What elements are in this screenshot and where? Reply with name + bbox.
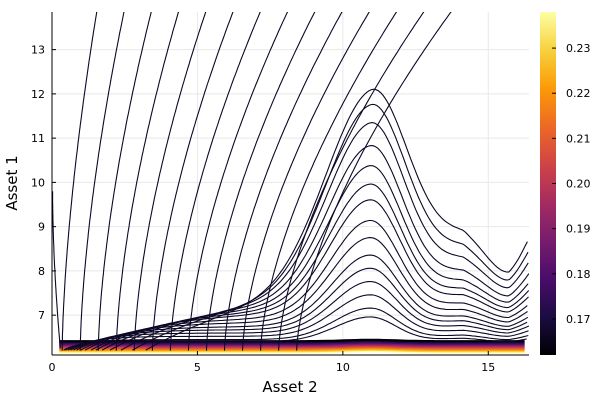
y-tick-label: 8: [38, 265, 45, 278]
band-contour: [59, 349, 525, 354]
contour-line: [260, 12, 398, 351]
y-tick-label: 12: [31, 88, 45, 101]
x-axis-title: Asset 2: [262, 378, 317, 396]
contour-line: [120, 122, 529, 351]
contour-line: [80, 237, 528, 351]
axis-ticks: 0 5 10 15 7 8 9 10 11 12 13: [31, 44, 495, 374]
x-tick-label: 15: [481, 361, 495, 374]
plot-frame: [51, 12, 529, 356]
contour-line: [187, 12, 289, 351]
x-tick-label: 10: [336, 361, 350, 374]
colorbar: 0.17 0.18 0.19 0.20 0.21 0.22 0.23: [540, 12, 591, 355]
contour-lines: [52, 12, 529, 351]
band-contour: [59, 341, 525, 345]
contour-line: [52, 191, 61, 349]
contour-line: [115, 12, 180, 351]
y-tick-label: 7: [38, 309, 45, 322]
x-tick-label: 0: [49, 361, 56, 374]
contour-line: [223, 12, 343, 351]
y-tick-label: 9: [38, 221, 45, 234]
y-axis-title: Asset 1: [3, 155, 21, 210]
contour-line: [278, 12, 425, 351]
contour-line: [133, 12, 207, 351]
contour-line: [63, 316, 527, 351]
contour-line: [241, 12, 370, 351]
contour-line: [151, 12, 234, 351]
colorbar-tick-label: 0.19: [566, 223, 591, 236]
contour-line: [61, 12, 98, 351]
colorbar-tick-label: 0.21: [566, 132, 591, 145]
contour-line: [79, 12, 125, 351]
colorbar-tick-label: 0.22: [566, 87, 591, 100]
contour-line: [64, 307, 529, 351]
contour-line: [101, 165, 529, 351]
contour-line: [109, 145, 529, 351]
band-contour: [59, 346, 525, 350]
colorbar-rect: [540, 12, 556, 355]
colorbar-tick-label: 0.17: [566, 313, 591, 326]
colorbar-tick-label: 0.23: [566, 42, 591, 55]
y-tick-label: 13: [31, 44, 45, 57]
grid-layer: [51, 12, 529, 355]
colorbar-tick-label: 0.18: [566, 268, 591, 281]
contour-line: [97, 12, 152, 351]
x-tick-label: 5: [194, 361, 201, 374]
band-contour: [59, 348, 525, 353]
colorbar-tick-label: 0.20: [566, 178, 591, 191]
band-contour: [59, 347, 525, 351]
y-tick-label: 10: [31, 176, 45, 189]
contour-line: [169, 12, 261, 351]
contour-line: [296, 12, 452, 351]
contour-line: [205, 12, 316, 351]
band-contour: [59, 342, 525, 346]
band-contour: [59, 343, 525, 348]
y-tick-label: 11: [31, 132, 45, 145]
